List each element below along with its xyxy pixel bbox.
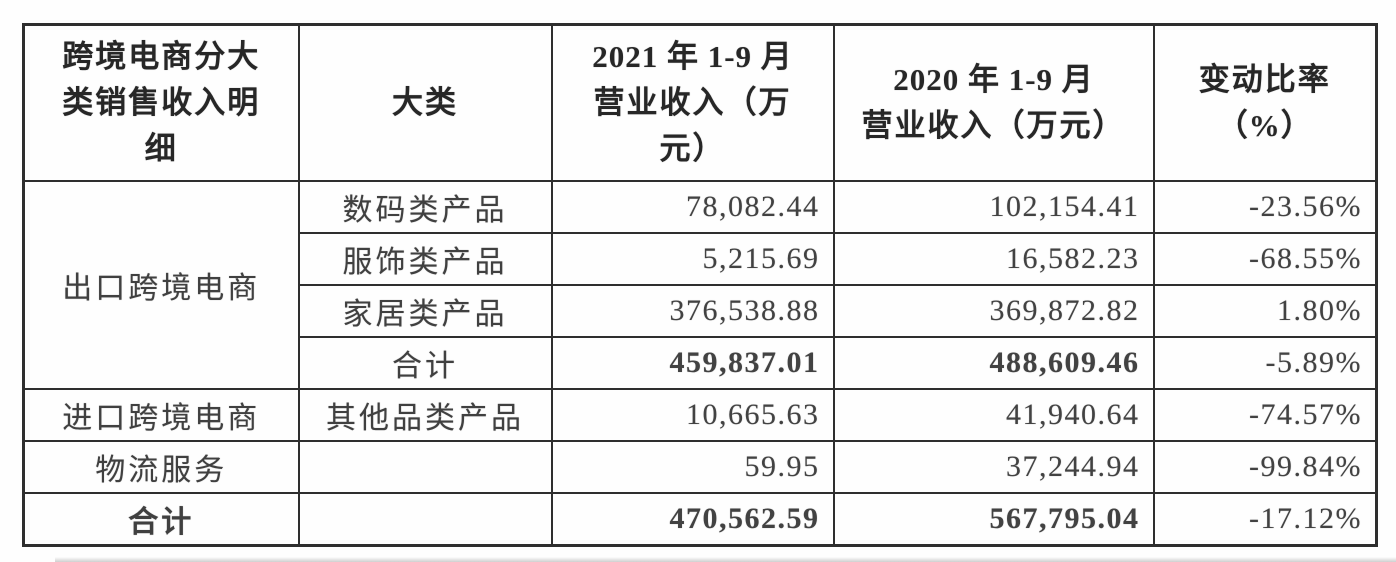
header-change-ratio-line: 变动比率 bbox=[1198, 62, 1331, 97]
cell-category-home: 家居类产品 bbox=[297, 284, 553, 338]
cell-change-subtotal: -5.89% bbox=[1152, 336, 1378, 390]
cell-change-apparel: -68.55% bbox=[1152, 232, 1378, 286]
cell-group-logistics: 物流服务 bbox=[22, 440, 300, 494]
cell-category-empty-logistics bbox=[297, 440, 553, 494]
header-revenue-2020-line: 2020 年 1-9 月 bbox=[893, 62, 1094, 97]
table-row-grand-total: 合计 470,562.59 567,795.04 -17.12% bbox=[22, 492, 1378, 547]
cell-category-apparel: 服饰类产品 bbox=[297, 232, 553, 286]
table-row-digital-products: 出口跨境电商 数码类产品 78,082.44 102,154.41 -23.56… bbox=[22, 180, 1378, 390]
cell-rev2020-grand-total: 567,795.04 bbox=[832, 492, 1155, 547]
cell-rev2020-subtotal: 488,609.46 bbox=[832, 336, 1155, 390]
cell-rev2021-other: 10,665.63 bbox=[550, 388, 835, 442]
cell-rev2021-logistics: 59.95 bbox=[550, 440, 835, 494]
cell-change-other: -74.57% bbox=[1152, 388, 1378, 442]
cell-group-import-ecommerce: 进口跨境电商 bbox=[22, 388, 300, 442]
header-revenue-2020-line: 营业收入（万元） bbox=[861, 108, 1126, 143]
cell-group-grand-total: 合计 bbox=[22, 492, 300, 547]
header-revenue-2021-line: 2021 年 1-9 月 bbox=[592, 39, 793, 74]
cell-category-digital: 数码类产品 bbox=[297, 180, 553, 234]
header-revenue-2021-line: 营业收入（万 bbox=[593, 85, 792, 120]
header-change-ratio-line: （%） bbox=[1216, 108, 1313, 143]
cell-rev2021-apparel: 5,215.69 bbox=[550, 232, 835, 286]
cell-rev2020-other: 41,940.64 bbox=[832, 388, 1155, 442]
revenue-breakdown-table: 跨境电商分大 类销售收入明 细 大类 2021 年 1-9 月 营业收入（万 元… bbox=[22, 23, 1378, 547]
cell-rev2021-digital: 78,082.44 bbox=[550, 180, 835, 234]
cell-category-other: 其他品类产品 bbox=[297, 388, 553, 442]
header-detail-line: 类销售收入明 bbox=[62, 85, 261, 120]
cell-rev2021-subtotal: 459,837.01 bbox=[550, 336, 835, 390]
header-revenue-2021-line: 元） bbox=[659, 131, 726, 166]
cell-rev2020-apparel: 16,582.23 bbox=[832, 232, 1155, 286]
table-row-logistics: 物流服务 59.95 37,244.94 -99.84% bbox=[22, 440, 1378, 494]
cell-rev2020-home: 369,872.82 bbox=[832, 284, 1155, 338]
cell-group-export-ecommerce: 出口跨境电商 bbox=[22, 180, 300, 390]
table-header-row: 跨境电商分大 类销售收入明 细 大类 2021 年 1-9 月 营业收入（万 元… bbox=[22, 23, 1378, 182]
page-bottom-edge-shadow bbox=[55, 557, 1396, 562]
cell-change-digital: -23.56% bbox=[1152, 180, 1378, 234]
cell-rev2020-logistics: 37,244.94 bbox=[832, 440, 1155, 494]
header-revenue-2020-column: 2020 年 1-9 月 营业收入（万元） bbox=[832, 23, 1155, 182]
cell-category-empty-total bbox=[297, 492, 553, 547]
header-change-ratio-column: 变动比率 （%） bbox=[1152, 23, 1378, 182]
table-row-home-products: 家居类产品 376,538.88 369,872.82 1.80% bbox=[24, 284, 1378, 338]
table-row-export-subtotal: 合计 459,837.01 488,609.46 -5.89% bbox=[24, 336, 1378, 390]
table-row-import-other: 进口跨境电商 其他品类产品 10,665.63 41,940.64 -74.57… bbox=[22, 388, 1378, 442]
header-detail-line: 细 bbox=[144, 131, 178, 166]
cell-change-grand-total: -17.12% bbox=[1152, 492, 1378, 547]
header-category-column: 大类 bbox=[297, 23, 553, 182]
cell-rev2021-grand-total: 470,562.59 bbox=[550, 492, 835, 547]
cell-rev2021-home: 376,538.88 bbox=[550, 284, 835, 338]
header-category-label: 大类 bbox=[392, 85, 458, 120]
table-row-apparel-products: 服饰类产品 5,215.69 16,582.23 -68.55% bbox=[24, 232, 1378, 286]
cell-rev2020-digital: 102,154.41 bbox=[832, 180, 1155, 234]
header-detail-line: 跨境电商分大 bbox=[62, 39, 261, 74]
cell-change-home: 1.80% bbox=[1152, 284, 1378, 338]
cell-category-subtotal: 合计 bbox=[297, 336, 553, 390]
cell-change-logistics: -99.84% bbox=[1152, 440, 1378, 494]
header-revenue-2021-column: 2021 年 1-9 月 营业收入（万 元） bbox=[550, 23, 835, 182]
header-detail-column: 跨境电商分大 类销售收入明 细 bbox=[22, 23, 300, 182]
